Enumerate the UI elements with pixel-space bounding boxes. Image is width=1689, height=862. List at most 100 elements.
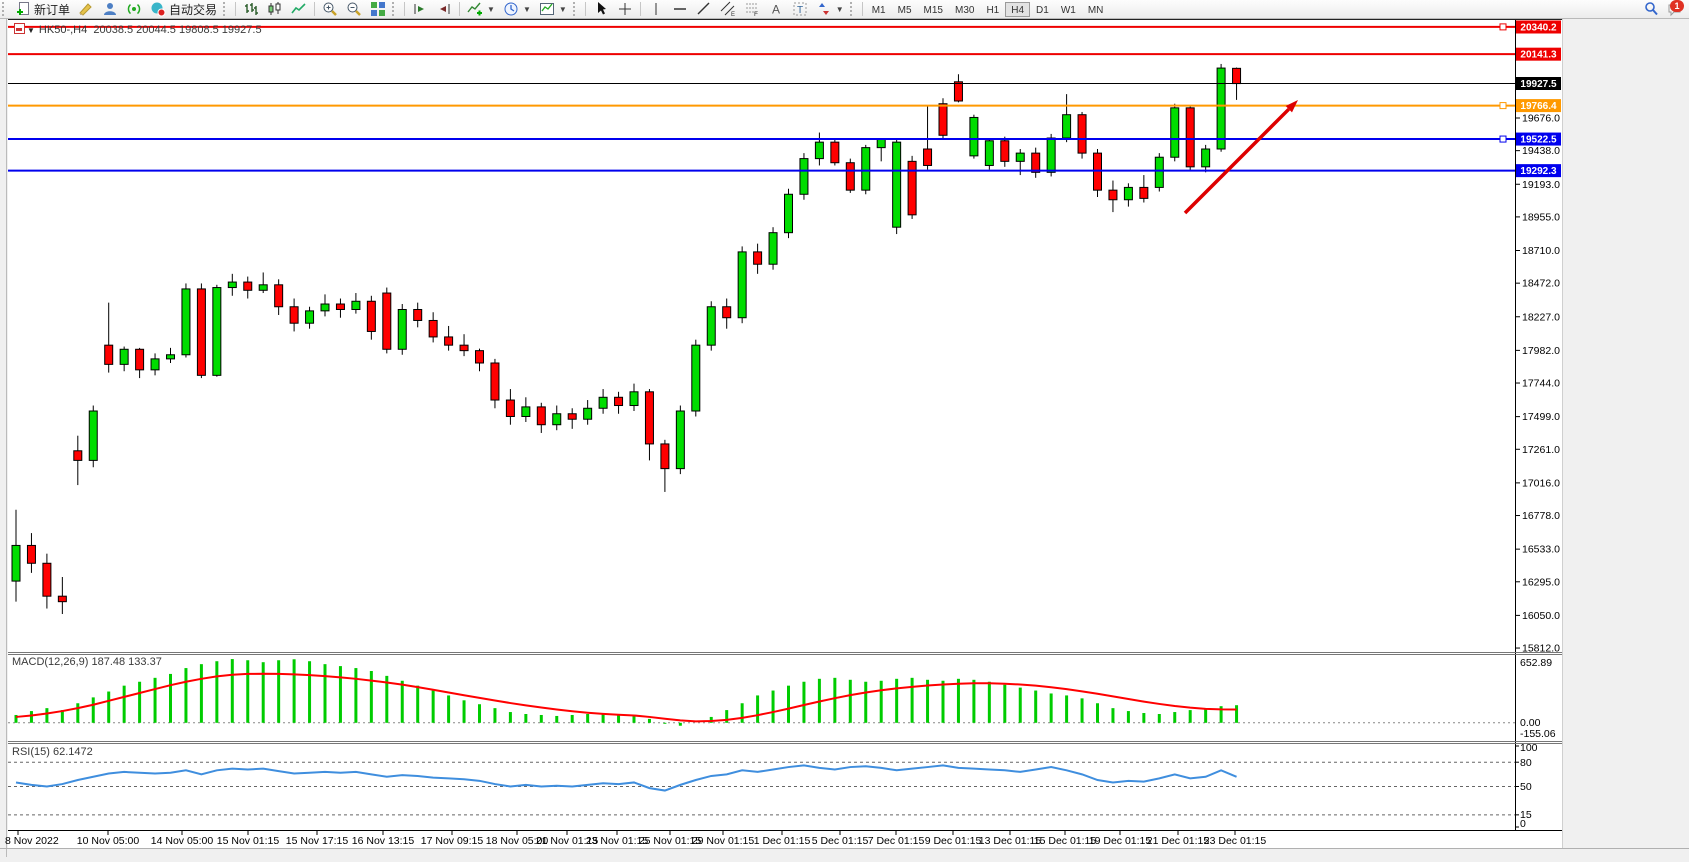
text-label-button[interactable]: T (788, 1, 812, 18)
channel-button[interactable]: E (716, 1, 740, 18)
tile-windows-icon (370, 1, 386, 17)
timeframe-m1-button[interactable]: M1 (866, 2, 892, 17)
bear-candle (1078, 115, 1086, 153)
crayon-icon (78, 1, 94, 17)
bull-candle (553, 414, 561, 425)
new-order-button[interactable]: 新订单 (11, 1, 74, 18)
templates-button[interactable]: ▼ (535, 1, 571, 18)
cursor-button[interactable] (589, 1, 613, 18)
price-tick-label: 17261.0 (1522, 444, 1560, 456)
periods-button[interactable]: ▼ (499, 1, 535, 18)
bull-candle (893, 142, 901, 227)
time-tick-label: 1 Dec 01:15 (754, 835, 811, 847)
zoom-in-button[interactable] (318, 1, 342, 18)
search-button[interactable] (1639, 1, 1663, 18)
price-tick-label: 17982.0 (1522, 345, 1560, 357)
zoom-out-button[interactable] (342, 1, 366, 18)
timeframe-w1-button[interactable]: W1 (1055, 2, 1082, 17)
arrows-icon (816, 1, 832, 17)
tile-windows-button[interactable] (366, 1, 390, 18)
bull-candle (630, 392, 638, 406)
timeframe-m15-button[interactable]: M15 (918, 2, 949, 17)
highlight-button[interactable] (74, 1, 98, 18)
bull-candle (1016, 153, 1024, 161)
notifications-button[interactable]: 1 (1663, 1, 1683, 17)
auto-trading-button[interactable]: 自动交易 (146, 1, 221, 18)
toolbar: 新订单 自动交易 ▼ ▼ (0, 0, 1689, 19)
chart-title-ohlc: 20038.5 20044.5 19808.5 19927.5 (93, 24, 261, 36)
signal-button[interactable] (122, 1, 146, 18)
rsi-indicator-label: RSI(15) 62.1472 (12, 746, 93, 758)
macd-axis-label: 652.89 (1520, 657, 1552, 669)
bear-candle (197, 289, 205, 375)
bear-candle (908, 161, 916, 214)
chart-shift-button[interactable] (432, 1, 456, 18)
price-tick-label: 16295.0 (1522, 576, 1560, 588)
bull-candle (1063, 115, 1071, 138)
rsi-axis-label: 0 (1520, 818, 1526, 830)
bull-candle (815, 142, 823, 158)
bear-candle (723, 307, 731, 318)
timeframe-h4-button[interactable]: H4 (1005, 2, 1030, 17)
bull-candle (306, 311, 314, 323)
bull-candle (862, 148, 870, 191)
auto-trading-icon (150, 1, 166, 17)
bear-candle (1032, 153, 1040, 172)
chart-window-icon (14, 23, 25, 34)
timeframe-mn-button[interactable]: MN (1082, 2, 1110, 17)
crosshair-button[interactable] (613, 1, 637, 18)
profile-button[interactable] (98, 1, 122, 18)
auto-scroll-button[interactable] (408, 1, 432, 18)
chart-menu-caret-icon[interactable]: ▼ (27, 26, 35, 35)
toolbar-grip (2, 2, 9, 16)
macd-indicator-label: MACD(12,26,9) 187.48 133.37 (12, 656, 162, 668)
auto-scroll-icon (412, 1, 428, 17)
arrows-button[interactable]: ▼ (812, 1, 848, 18)
horizontal-line-button[interactable] (668, 1, 692, 18)
vertical-line-button[interactable] (644, 1, 668, 18)
bull-candle (1047, 138, 1055, 172)
bull-candle (1171, 108, 1179, 157)
line-anchor-marker[interactable] (1500, 103, 1506, 109)
price-tick-label: 16778.0 (1522, 510, 1560, 522)
line-chart-button[interactable] (287, 1, 311, 18)
notification-badge: 1 (1670, 0, 1684, 12)
bear-candle (445, 337, 453, 345)
bull-candle (1217, 68, 1225, 149)
bear-candle (336, 304, 344, 309)
candlestick-chart-icon (267, 1, 283, 17)
timeframe-d1-button[interactable]: D1 (1030, 2, 1055, 17)
time-tick-label: 8 Nov 2022 (5, 835, 59, 847)
bar-chart-button[interactable] (239, 1, 263, 18)
timeframe-h1-button[interactable]: H1 (980, 2, 1005, 17)
trendline-button[interactable] (692, 1, 716, 18)
bear-candle (1001, 141, 1009, 162)
price-tick-label: 18710.0 (1522, 245, 1560, 257)
chevron-down-icon: ▼ (836, 5, 844, 14)
timeframe-m5-button[interactable]: M5 (892, 2, 918, 17)
price-tick-label: 16533.0 (1522, 544, 1560, 556)
price-badge-label: 20141.3 (1520, 50, 1557, 61)
rsi-axis-label: 50 (1520, 781, 1532, 793)
horizontal-line-icon (672, 1, 688, 17)
candlestick-chart-button[interactable] (263, 1, 287, 18)
chevron-down-icon: ▼ (559, 5, 567, 14)
line-anchor-marker[interactable] (1500, 24, 1506, 30)
auto-trading-label: 自动交易 (169, 1, 217, 18)
bear-candle (568, 414, 576, 419)
timeframe-m30-button[interactable]: M30 (949, 2, 980, 17)
time-tick-label: 29 Nov 01:15 (692, 835, 755, 847)
rsi-axis-label: 100 (1520, 742, 1538, 754)
text-button[interactable]: A (764, 1, 788, 18)
crosshair-icon (617, 1, 633, 17)
indicators-button[interactable]: ▼ (463, 1, 499, 18)
fibonacci-button[interactable]: F (740, 1, 764, 18)
price-tick-label: 16050.0 (1522, 610, 1560, 622)
price-badge-label: 19292.3 (1520, 166, 1557, 177)
text-label-icon: T (792, 1, 808, 17)
bear-candle (537, 407, 545, 425)
bear-candle (74, 451, 82, 461)
line-anchor-marker[interactable] (1500, 136, 1506, 142)
chart-shift-icon (436, 1, 452, 17)
